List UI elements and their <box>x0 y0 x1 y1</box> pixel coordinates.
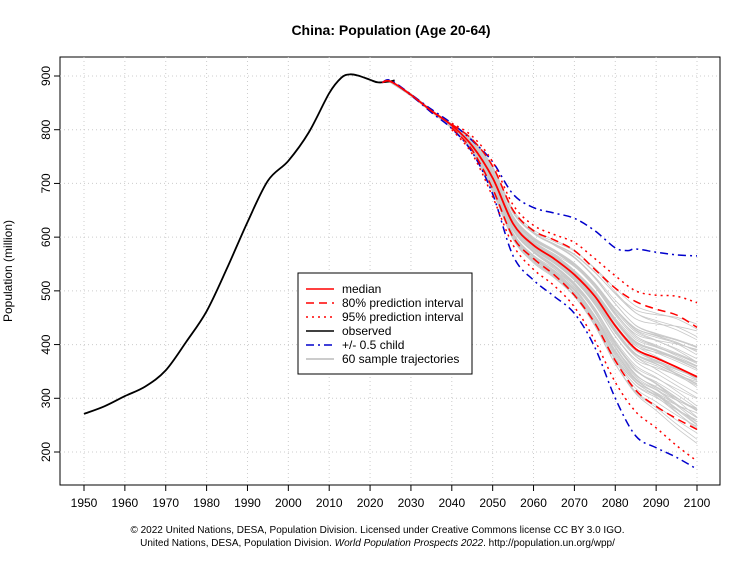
x-tick-label: 1970 <box>152 496 179 510</box>
legend-label: 80% prediction interval <box>342 296 463 310</box>
series-lines <box>83 73 698 470</box>
y-tick-label: 500 <box>39 281 53 301</box>
x-tick-label: 1960 <box>112 496 139 510</box>
series-line-80-prediction-interval <box>451 123 698 329</box>
legend-label: 95% prediction interval <box>342 310 463 324</box>
source-line: United Nations, DESA, Population Divisio… <box>0 537 755 550</box>
series-line--0-5-child <box>381 78 698 257</box>
x-tick-label: 1990 <box>234 496 261 510</box>
x-tick-label: 2040 <box>438 496 465 510</box>
x-tick-label: 2010 <box>316 496 343 510</box>
y-tick-label: 600 <box>39 227 53 247</box>
legend-box <box>297 272 473 375</box>
y-tick-label: 300 <box>39 388 53 408</box>
x-tick-label: 1950 <box>71 496 98 510</box>
chart-title: China: Population (Age 20-64) <box>291 22 490 38</box>
y-axis-label: Population (million) <box>1 220 15 322</box>
series-line-95-prediction-interval <box>451 129 698 462</box>
x-tick-label: 2030 <box>398 496 425 510</box>
x-tick-label: 2020 <box>357 496 384 510</box>
source-text-title: World Population Prospects 2022 <box>334 538 484 549</box>
sample-trajectory <box>390 82 698 440</box>
source-text-pre: United Nations, DESA, Population Divisio… <box>140 538 335 549</box>
x-tick-label: 2060 <box>520 496 547 510</box>
x-tick-label: 2000 <box>275 496 302 510</box>
y-tick-label: 200 <box>39 442 53 462</box>
plot-frame <box>59 56 721 486</box>
series-line-median <box>382 79 698 378</box>
legend-label: median <box>342 282 381 296</box>
y-tick-label: 800 <box>39 119 53 139</box>
legend-label: +/- 0.5 child <box>342 338 404 352</box>
series-line-80-prediction-interval <box>451 127 698 431</box>
x-tick-label: 2090 <box>643 496 670 510</box>
x-tick-label: 2100 <box>684 496 711 510</box>
sample-trajectories <box>390 79 698 444</box>
y-tick-label: 400 <box>39 334 53 354</box>
series-line-observed <box>83 73 395 415</box>
y-tick-label: 700 <box>39 173 53 193</box>
x-tick-label: 2070 <box>561 496 588 510</box>
y-tick-label: 900 <box>39 66 53 86</box>
series-line-95-prediction-interval <box>451 122 698 304</box>
legend-label: observed <box>342 324 391 338</box>
copyright-text: © 2022 United Nations, DESA, Population … <box>130 525 625 536</box>
x-tick-label: 1980 <box>193 496 220 510</box>
copyright-line: © 2022 United Nations, DESA, Population … <box>0 524 755 537</box>
grid <box>60 57 720 485</box>
axes: 1950 1960 1970 1980 1990 2000 2010 2020 2030 2040… <box>39 66 711 510</box>
x-tick-label: 2080 <box>602 496 629 510</box>
x-tick-label: 2050 <box>479 496 506 510</box>
legend-label: 60 sample trajectories <box>342 352 459 366</box>
source-text-post: . http://population.un.org/wpp/ <box>483 538 615 549</box>
